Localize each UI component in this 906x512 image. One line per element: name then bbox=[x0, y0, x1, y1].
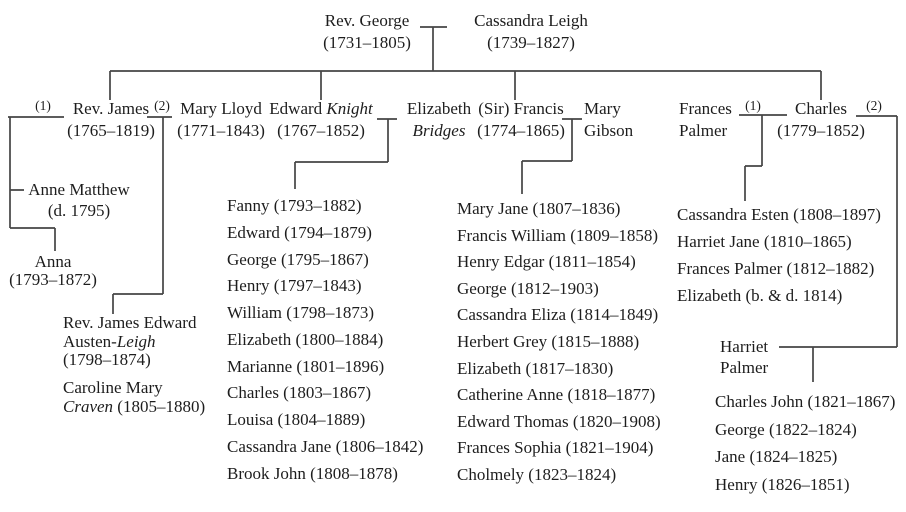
person-surname: Bridges bbox=[412, 120, 466, 140]
child-entry: Cassandra Eliza (1814–1849) bbox=[457, 305, 659, 325]
person-dates: (1798–1874) bbox=[63, 350, 151, 369]
marriage2-line-charles-harriet bbox=[779, 115, 898, 382]
child-entry: Elizabeth (1800–1884) bbox=[227, 329, 384, 349]
child-entry: Cholmely (1823–1824) bbox=[457, 464, 617, 484]
marriage-label-1-right: (1) bbox=[745, 98, 761, 113]
person-dates: (d. 1795) bbox=[47, 201, 111, 220]
child-entry: Charles (1803–1867) bbox=[227, 383, 372, 403]
child-entry: Frances Sophia (1821–1904) bbox=[457, 438, 654, 458]
person-name: Cassandra Leigh bbox=[474, 11, 588, 30]
child-entry: Catherine Anne (1818–1877) bbox=[457, 385, 656, 405]
child-entry: Brook John (1808–1878) bbox=[227, 463, 398, 483]
child-entry: Cassandra Jane (1806–1842) bbox=[227, 436, 424, 456]
child-entry: Jane (1824–1825) bbox=[715, 447, 838, 467]
person-harriet-palmer: Harriet Palmer bbox=[720, 337, 768, 378]
person-dates: (1771–1843) bbox=[177, 120, 265, 140]
children-list-charles-second: Charles John (1821–1867) George (1822–182… bbox=[715, 393, 895, 504]
child-entry: Francis William (1809–1858) bbox=[457, 225, 659, 245]
person-dates: Craven (1805–1880) bbox=[63, 396, 206, 416]
marriage-line-george-cassandra bbox=[420, 26, 447, 71]
person-cassandra-leigh: Cassandra Leigh (1739–1827) bbox=[474, 10, 588, 53]
person-james-edward-austen-leigh: Rev. James Edward Austen-Leigh (1798–187… bbox=[63, 313, 197, 370]
person-dates: (1779–1852) bbox=[777, 120, 865, 140]
marriage-label-1-left: (1) bbox=[35, 98, 51, 113]
person-dates: (1765–1819) bbox=[67, 120, 155, 140]
person-frances-palmer: Frances Palmer bbox=[679, 98, 732, 141]
person-edward-knight: Edward Knight (1767–1852) bbox=[269, 98, 372, 141]
child-entry: Edward (1794–1879) bbox=[227, 222, 372, 242]
child-entry: Henry Edgar (1811–1854) bbox=[457, 252, 636, 272]
person-name: Edward Knight bbox=[269, 99, 373, 118]
child-entry: Elizabeth (b. & d. 1814) bbox=[677, 286, 843, 305]
marriage1-line-james-anne bbox=[8, 116, 64, 251]
person-name: Mary Lloyd bbox=[180, 99, 262, 118]
person-name: Mary bbox=[584, 99, 621, 118]
child-entry: Fanny (1793–1882) bbox=[227, 196, 362, 215]
child-entry: Louisa (1804–1889) bbox=[227, 410, 366, 429]
person-dates: (1774–1865) bbox=[477, 120, 565, 140]
child-entry: Elizabeth (1817–1830) bbox=[457, 358, 614, 378]
child-entry: Mary Jane (1807–1836) bbox=[457, 199, 621, 218]
person-name: Elizabeth bbox=[406, 99, 472, 118]
person-name: Rev. James bbox=[72, 99, 150, 118]
person-mary-lloyd: Mary Lloyd (1771–1843) bbox=[177, 98, 265, 141]
person-name: Anne Matthew bbox=[28, 180, 130, 199]
child-entry: Henry (1826–1851) bbox=[715, 475, 850, 495]
person-rev-george: Rev. George (1731–1805) bbox=[323, 10, 411, 53]
person-anne-matthew: Anne Matthew (d. 1795) bbox=[28, 179, 130, 221]
person-mary-gibson: Mary Gibson bbox=[584, 98, 633, 141]
child-entry: Marianne (1801–1896) bbox=[227, 356, 385, 376]
person-name: Rev. James Edward bbox=[63, 313, 197, 332]
person-dates: (1793–1872) bbox=[9, 270, 97, 289]
child-entry: George (1812–1903) bbox=[457, 278, 599, 298]
person-dates: (1767–1852) bbox=[277, 120, 365, 140]
marriage-line-edward-elizabeth bbox=[294, 118, 397, 189]
child-entry: George (1822–1824) bbox=[715, 419, 857, 439]
person-name: Harriet bbox=[720, 337, 769, 356]
person-dates: (1739–1827) bbox=[487, 32, 575, 52]
person-anna: Anna (1793–1872) bbox=[9, 253, 97, 289]
marriage-label-2-right: (2) bbox=[866, 98, 882, 113]
person-surname: Palmer bbox=[720, 357, 769, 377]
person-elizabeth-bridges: Elizabeth Bridges bbox=[407, 98, 471, 141]
person-name: Charles bbox=[795, 99, 847, 118]
child-entry: Herbert Grey (1815–1888) bbox=[457, 331, 640, 351]
person-rev-james: Rev. James (1765–1819) bbox=[67, 98, 155, 141]
children-list-edward-knight: Fanny (1793–1882) Edward (1794–1879) Georg… bbox=[227, 197, 423, 491]
person-name: Anna bbox=[34, 252, 72, 271]
marriage-label-2-left: (2) bbox=[154, 98, 170, 113]
child-entry: Edward Thomas (1820–1908) bbox=[457, 411, 661, 431]
person-name: Rev. George bbox=[324, 11, 410, 30]
person-sir-francis: (Sir) Francis (1774–1865) bbox=[477, 98, 565, 141]
person-surname: Austen-Leigh bbox=[63, 331, 156, 351]
person-name: Frances bbox=[679, 99, 732, 118]
person-surname: Palmer bbox=[679, 120, 728, 140]
person-surname: Gibson bbox=[584, 120, 634, 140]
child-entry: Cassandra Esten (1808–1897) bbox=[677, 205, 881, 224]
person-charles: Charles (1779–1852) bbox=[777, 98, 865, 141]
child-entry: Frances Palmer (1812–1882) bbox=[677, 259, 875, 278]
children-list-francis: Mary Jane (1807–1836) Francis William (18… bbox=[457, 200, 661, 493]
person-caroline-mary-craven: Caroline Mary Craven (1805–1880) bbox=[63, 378, 206, 416]
sibling-line-generation2 bbox=[109, 70, 822, 100]
child-entry: William (1798–1873) bbox=[227, 303, 375, 322]
person-dates: (1731–1805) bbox=[323, 32, 411, 52]
marriage-line-francis-gibson bbox=[521, 118, 582, 194]
children-list-charles-first: Cassandra Esten (1808–1897) Harriet Jane … bbox=[677, 206, 881, 314]
child-entry: George (1795–1867) bbox=[227, 249, 369, 269]
person-name: (Sir) Francis bbox=[478, 99, 564, 118]
child-entry: Charles John (1821–1867) bbox=[715, 392, 896, 411]
child-entry: Henry (1797–1843) bbox=[227, 276, 362, 296]
person-name: Caroline Mary bbox=[63, 378, 163, 397]
marriage1-line-frances-charles bbox=[739, 114, 787, 201]
child-entry: Harriet Jane (1810–1865) bbox=[677, 232, 852, 251]
marriage2-line-james-lloyd bbox=[112, 116, 172, 314]
